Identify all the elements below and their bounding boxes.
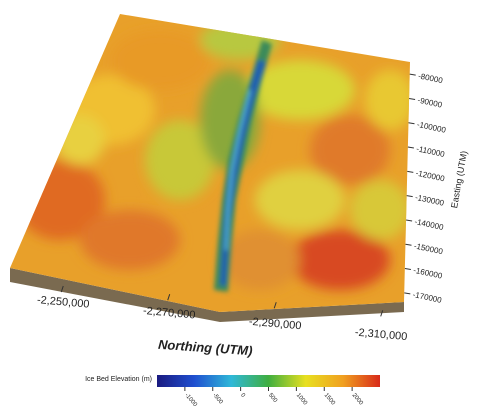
x-axis-label: Northing (UTM) bbox=[158, 337, 253, 359]
colorbar-label: Ice Bed Elevation (m) bbox=[85, 376, 152, 383]
y-tick-label: -110000 bbox=[415, 144, 446, 159]
y-tick-label: -140000 bbox=[414, 217, 445, 232]
y-tick-label: -100000 bbox=[416, 120, 447, 135]
y-tick bbox=[407, 171, 413, 172]
y-tick-label: -160000 bbox=[412, 266, 443, 281]
y-tick bbox=[405, 269, 411, 270]
x-tick-label: -2,290,000 bbox=[248, 316, 301, 333]
y-tick-label: -170000 bbox=[412, 290, 443, 305]
y-tick-label: -150000 bbox=[413, 241, 444, 256]
colorbar-tick-label: 1000 bbox=[295, 392, 309, 407]
y-tick-label: -130000 bbox=[414, 193, 445, 208]
y-tick bbox=[410, 74, 416, 75]
terrain-surface bbox=[10, 14, 415, 322]
colorbar-tick-label: 1500 bbox=[323, 392, 337, 407]
chart: Northing (UTM) Easting (UTM) Ice Bed Ele… bbox=[0, 0, 486, 410]
x-tick-label: -2,310,000 bbox=[354, 327, 407, 344]
y-tick bbox=[406, 220, 412, 221]
y-tick bbox=[406, 244, 412, 245]
y-tick bbox=[404, 293, 410, 294]
colorbar-tick-label: 0 bbox=[239, 392, 246, 399]
colorbar-tick-label: 500 bbox=[267, 392, 278, 404]
y-tick-label: -80000 bbox=[417, 71, 444, 85]
colorbar bbox=[157, 375, 380, 387]
y-tick bbox=[409, 123, 415, 124]
y-tick bbox=[408, 147, 414, 148]
y-tick-label: -90000 bbox=[417, 96, 444, 110]
y-tick bbox=[407, 196, 413, 197]
y-tick bbox=[409, 98, 415, 99]
colorbar-tick-label: 2000 bbox=[351, 392, 365, 407]
colorbar-tick-label: -500 bbox=[211, 392, 224, 406]
y-tick-label: -120000 bbox=[415, 169, 446, 184]
y-axis-label: Easting (UTM) bbox=[449, 150, 469, 209]
colorbar-tick-label: -1000 bbox=[183, 392, 198, 408]
x-tick-label: -2,250,000 bbox=[37, 294, 90, 311]
